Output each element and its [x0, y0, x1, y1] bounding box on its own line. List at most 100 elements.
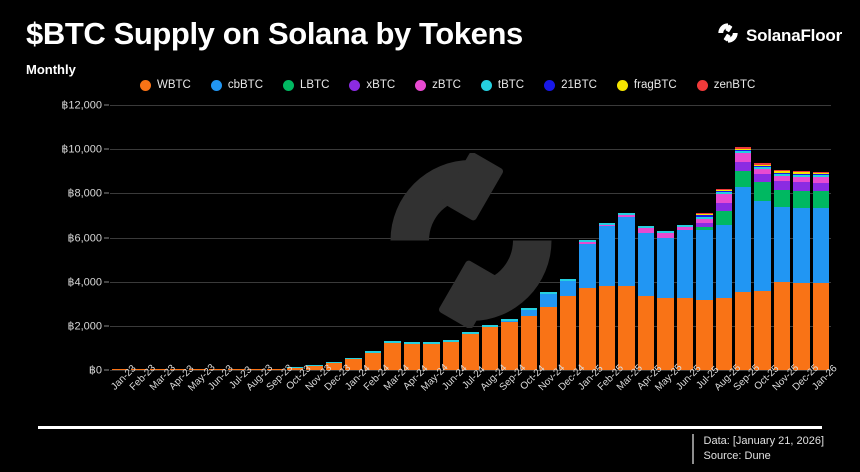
- bar-column[interactable]: [129, 105, 148, 370]
- bar-column[interactable]: [753, 105, 772, 370]
- stacked-bar[interactable]: [423, 341, 440, 370]
- bar-segment-21btc[interactable]: [754, 165, 771, 167]
- bar-column[interactable]: [558, 105, 577, 370]
- bar-column[interactable]: [500, 105, 519, 370]
- bar-segment-fragbtc[interactable]: [773, 171, 791, 173]
- bar-segment-tbtc[interactable]: [520, 307, 538, 310]
- bar-segment-zenbtc[interactable]: [696, 213, 713, 215]
- bar-segment-wbtc[interactable]: [442, 342, 460, 370]
- bar-column[interactable]: [149, 105, 168, 370]
- bar-segment-tbtc[interactable]: [481, 324, 499, 327]
- legend-item-fragbtc[interactable]: fragBTC: [616, 79, 677, 91]
- bar-segment-wbtc[interactable]: [773, 282, 791, 370]
- bar-column[interactable]: [656, 105, 675, 370]
- bar-segment-tbtc[interactable]: [754, 166, 771, 169]
- bar-segment-zbtc[interactable]: [735, 152, 752, 163]
- bar-segment-cbbtc[interactable]: [735, 187, 752, 292]
- bar-segment-tbtc[interactable]: [442, 340, 460, 343]
- stacked-bar[interactable]: [501, 318, 518, 370]
- bar-segment-cbbtc[interactable]: [579, 243, 596, 289]
- stacked-bar[interactable]: [130, 369, 148, 370]
- bar-column[interactable]: [539, 105, 558, 370]
- bar-segment-21btc[interactable]: [696, 215, 713, 217]
- bar-column[interactable]: [168, 105, 187, 370]
- stacked-bar[interactable]: [325, 361, 343, 370]
- bar-segment-zbtc[interactable]: [812, 177, 830, 183]
- bar-column[interactable]: [597, 105, 616, 370]
- bar-segment-wbtc[interactable]: [345, 359, 362, 370]
- bar-segment-xbtc[interactable]: [715, 202, 732, 211]
- bar-segment-zenbtc[interactable]: [754, 163, 771, 165]
- bar-segment-wbtc[interactable]: [169, 369, 187, 370]
- bar-segment-cbbtc[interactable]: [637, 232, 655, 297]
- bar-segment-lbtc[interactable]: [812, 191, 830, 209]
- bar-segment-tbtc[interactable]: [462, 332, 479, 335]
- bar-segment-tbtc[interactable]: [345, 357, 362, 360]
- bar-column[interactable]: [246, 105, 265, 370]
- bar-segment-xbtc[interactable]: [696, 222, 713, 227]
- bar-column[interactable]: [675, 105, 694, 370]
- stacked-bar[interactable]: [754, 163, 771, 370]
- bar-segment-wbtc[interactable]: [130, 369, 148, 370]
- bar-column[interactable]: [344, 105, 363, 370]
- bar-segment-tbtc[interactable]: [579, 240, 596, 243]
- bar-column[interactable]: [695, 105, 714, 370]
- bar-column[interactable]: [110, 105, 129, 370]
- stacked-bar[interactable]: [696, 213, 713, 370]
- bar-column[interactable]: [227, 105, 246, 370]
- bar-segment-tbtc[interactable]: [735, 150, 752, 153]
- bar-segment-tbtc[interactable]: [598, 222, 616, 225]
- bar-segment-zenbtc[interactable]: [793, 171, 810, 173]
- bar-segment-fragbtc[interactable]: [735, 148, 752, 150]
- stacked-bar[interactable]: [618, 213, 635, 370]
- stacked-bar[interactable]: [735, 147, 752, 370]
- bar-column[interactable]: [461, 105, 480, 370]
- bar-segment-tbtc[interactable]: [364, 351, 382, 354]
- bar-segment-tbtc[interactable]: [423, 341, 440, 344]
- stacked-bar[interactable]: [208, 369, 226, 370]
- stacked-bar[interactable]: [286, 367, 304, 370]
- stacked-bar[interactable]: [364, 351, 382, 370]
- bar-segment-tbtc[interactable]: [793, 174, 810, 177]
- bar-segment-wbtc[interactable]: [520, 315, 538, 370]
- bar-column[interactable]: [714, 105, 733, 370]
- bar-segment-fragbtc[interactable]: [696, 214, 713, 216]
- bar-column[interactable]: [811, 105, 830, 370]
- bar-segment-wbtc[interactable]: [696, 299, 713, 370]
- bar-segment-zbtc[interactable]: [657, 233, 674, 238]
- bar-segment-tbtc[interactable]: [501, 318, 518, 321]
- bar-column[interactable]: [266, 105, 285, 370]
- legend-item-lbtc[interactable]: LBTC: [283, 79, 329, 91]
- bar-segment-zbtc[interactable]: [618, 215, 635, 217]
- bar-segment-zbtc[interactable]: [773, 175, 791, 182]
- stacked-bar[interactable]: [676, 225, 694, 370]
- bar-segment-cbbtc[interactable]: [598, 226, 616, 287]
- bar-segment-cbbtc[interactable]: [657, 237, 674, 299]
- bar-segment-tbtc[interactable]: [559, 279, 577, 282]
- bar-segment-wbtc[interactable]: [423, 343, 440, 370]
- bar-column[interactable]: [441, 105, 460, 370]
- stacked-bar[interactable]: [462, 332, 479, 370]
- bar-column[interactable]: [480, 105, 499, 370]
- bar-segment-21btc[interactable]: [735, 149, 752, 151]
- bar-segment-zenbtc[interactable]: [715, 188, 732, 190]
- bar-segment-tbtc[interactable]: [637, 225, 655, 228]
- bar-column[interactable]: [207, 105, 226, 370]
- bar-segment-wbtc[interactable]: [598, 286, 616, 370]
- bar-segment-wbtc[interactable]: [228, 369, 245, 370]
- bar-segment-21btc[interactable]: [793, 173, 810, 175]
- stacked-bar[interactable]: [267, 368, 284, 370]
- stacked-bar[interactable]: [657, 231, 674, 370]
- bar-segment-wbtc[interactable]: [793, 282, 810, 370]
- bar-segment-wbtc[interactable]: [735, 291, 752, 370]
- bar-segment-tbtc[interactable]: [715, 192, 732, 195]
- bar-segment-xbtc[interactable]: [812, 182, 830, 192]
- bar-segment-fragbtc[interactable]: [812, 172, 830, 175]
- stacked-bar[interactable]: [169, 369, 187, 370]
- bar-segment-cbbtc[interactable]: [715, 224, 732, 299]
- bar-segment-wbtc[interactable]: [501, 321, 518, 370]
- legend-item-zenbtc[interactable]: zenBTC: [696, 79, 755, 91]
- bar-column[interactable]: [519, 105, 538, 370]
- bar-segment-cbbtc[interactable]: [696, 229, 713, 300]
- bar-segment-cbbtc[interactable]: [559, 281, 577, 297]
